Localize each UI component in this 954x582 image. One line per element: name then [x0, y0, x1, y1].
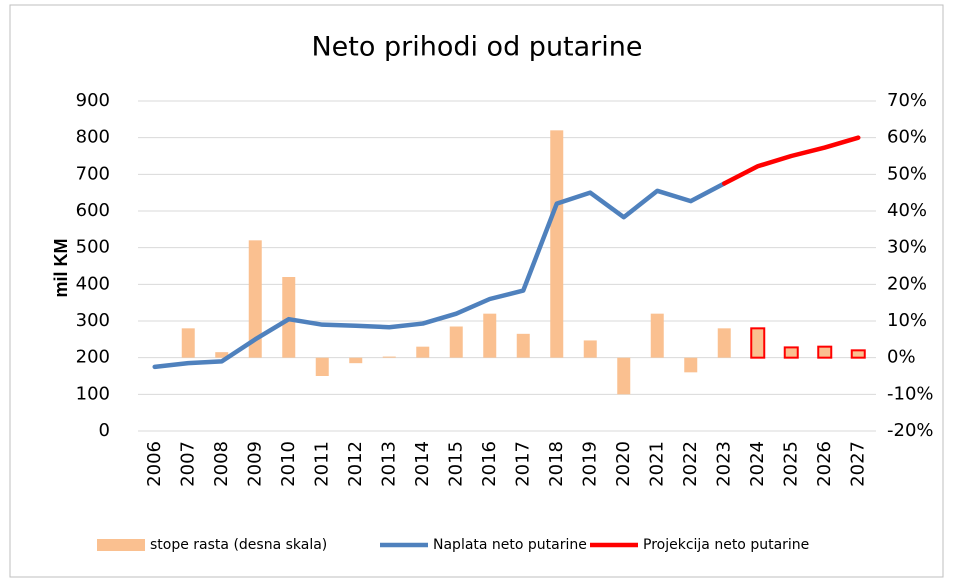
y-tick-label: 0 [99, 420, 110, 441]
y-tick-label: 900 [76, 90, 110, 111]
x-tick-label: 2017 [512, 441, 533, 487]
line [152, 181, 727, 370]
bar [583, 340, 597, 358]
legend-label: Naplata neto putarine [433, 537, 587, 553]
x-tick-label: 2019 [579, 441, 600, 487]
bar [315, 357, 329, 376]
y-axis-label: mil KM [51, 238, 71, 297]
bar [181, 328, 195, 358]
x-tick-label: 2018 [546, 441, 567, 487]
x-tick-label: 2023 [713, 441, 734, 487]
bar [449, 326, 463, 358]
x-tick-label: 2020 [613, 441, 634, 487]
y-tick-label: 700 [76, 163, 110, 184]
x-tick-label: 2022 [680, 441, 701, 487]
bar [783, 346, 799, 359]
bar [215, 352, 229, 358]
x-tick-label: 2027 [847, 441, 868, 487]
y2-tick-label: 30% [887, 237, 927, 258]
legend-label: stope rasta (desna skala) [150, 537, 327, 553]
bar [817, 345, 833, 359]
y2-tick-label: 40% [887, 200, 927, 221]
x-tick-label: 2006 [144, 441, 165, 487]
bar [650, 313, 664, 358]
y2-tick-label: -20% [887, 420, 934, 441]
y-tick-label: 600 [76, 200, 110, 221]
bar [617, 357, 631, 395]
y-tick-label: 200 [76, 347, 110, 368]
x-tick-label: 2012 [345, 441, 366, 487]
x-tick-label: 2013 [378, 441, 399, 487]
y2-tick-label: 20% [887, 273, 927, 294]
x-tick-label: 2026 [814, 441, 835, 487]
bar [483, 313, 497, 358]
bar [248, 240, 262, 358]
y-tick-label: 300 [76, 310, 110, 331]
x-tick-label: 2021 [646, 441, 667, 487]
x-tick-label: 2024 [747, 441, 768, 487]
x-tick-label: 2010 [278, 441, 299, 487]
y2-tick-label: 0% [887, 347, 916, 368]
x-tick-label: 2008 [211, 441, 232, 487]
line [722, 135, 861, 186]
bar [349, 357, 363, 364]
x-tick-label: 2016 [479, 441, 500, 487]
y-tick-label: 500 [76, 237, 110, 258]
legend-swatch [97, 539, 145, 551]
y2-tick-label: -10% [887, 383, 934, 404]
x-tick-label: 2007 [177, 441, 198, 487]
chart-frame [9, 4, 944, 578]
y2-tick-label: 70% [887, 90, 927, 111]
bar [717, 328, 731, 358]
y-tick-label: 100 [76, 383, 110, 404]
bar [684, 357, 698, 373]
bar [382, 356, 396, 358]
y2-tick-label: 10% [887, 310, 927, 331]
y2-tick-label: 50% [887, 163, 927, 184]
bar [850, 349, 866, 359]
x-tick-label: 2011 [311, 441, 332, 487]
y-tick-label: 400 [76, 273, 110, 294]
bar [416, 346, 430, 358]
x-tick-label: 2009 [244, 441, 265, 487]
bar [550, 130, 564, 358]
x-tick-label: 2015 [445, 441, 466, 487]
chart-title: Neto prihodi od putarine [311, 32, 642, 63]
bar [516, 333, 530, 358]
bar [750, 327, 766, 359]
y2-tick-label: 60% [887, 127, 927, 148]
legend-label: Projekcija neto putarine [643, 537, 809, 553]
y-tick-label: 800 [76, 127, 110, 148]
x-tick-label: 2014 [412, 441, 433, 487]
x-tick-label: 2025 [780, 441, 801, 487]
